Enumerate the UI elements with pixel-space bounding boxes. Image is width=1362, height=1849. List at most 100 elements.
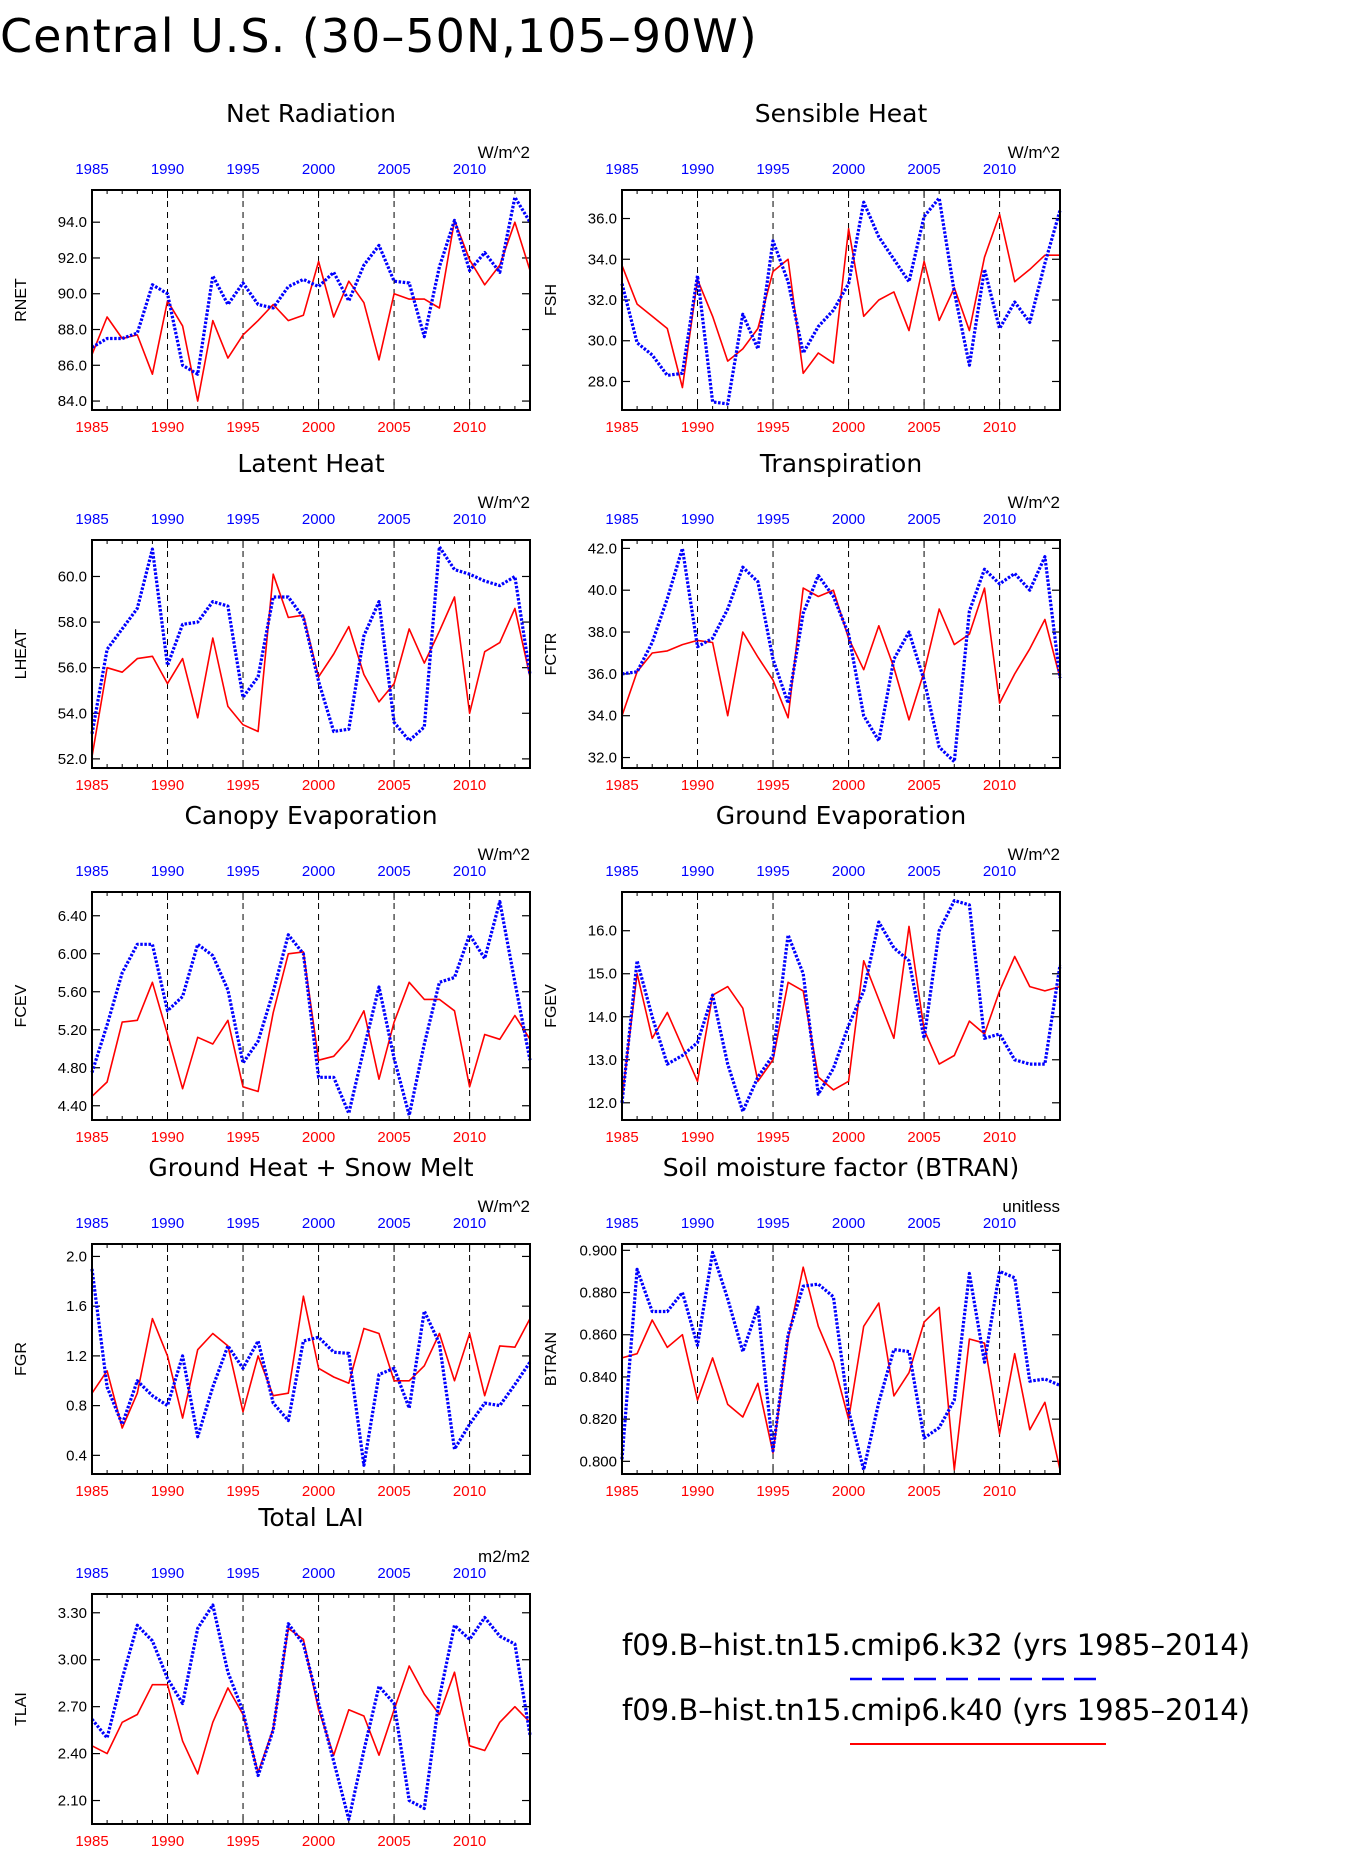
xtick-label-bottom: 2005 — [907, 419, 940, 436]
ytick-label: 92.0 — [58, 250, 87, 267]
ytick-label: 34.0 — [588, 708, 617, 725]
panel-title: Net Radiation — [226, 99, 396, 128]
xtick-label-top: 2005 — [377, 1565, 410, 1582]
xtick-label-bottom: 2010 — [453, 1129, 486, 1146]
xtick-label-top: 2000 — [302, 1565, 335, 1582]
ytick-label: 52.0 — [58, 751, 87, 768]
ytick-label: 0.860 — [579, 1327, 617, 1344]
series-line-f09-b-hist-tn15-cmip6-k32 — [620, 196, 1062, 406]
plot-frame — [621, 1243, 1061, 1475]
xtick-label-bottom: 2005 — [377, 1833, 410, 1849]
panel-fctr: Transpiration W/m^2 32.0 34.0 36.0 38.0 40.0 42… — [543, 449, 1062, 794]
ytick-label: 5.20 — [58, 1022, 87, 1039]
ytick-label: 28.0 — [588, 373, 617, 390]
xtick-label-bottom: 1985 — [75, 777, 108, 794]
ytick-label: 0.820 — [579, 1411, 617, 1428]
ytick-label: 42.0 — [588, 540, 617, 557]
panel-btran: Soil moisture factor (BTRAN) unitless 0.80… — [543, 1153, 1061, 1500]
series-line-f09-b-hist-tn15-cmip6-k40 — [91, 1627, 531, 1775]
plot-frame — [91, 891, 531, 1121]
xtick-label-top: 2005 — [377, 511, 410, 528]
xtick-label-bottom: 2010 — [453, 777, 486, 794]
xtick-label-top: 2000 — [302, 161, 335, 178]
y-axis-label: RNET — [13, 278, 30, 322]
xtick-label-bottom: 1990 — [151, 777, 184, 794]
series-line-f09-b-hist-tn15-cmip6-k40 — [91, 1295, 531, 1429]
ytick-label: 13.0 — [588, 1052, 617, 1069]
series-line-f09-b-hist-tn15-cmip6-k32 — [620, 1250, 1061, 1472]
xtick-label-bottom: 1990 — [151, 1833, 184, 1849]
y-axis-label: BTRAN — [543, 1332, 560, 1386]
xtick-label-bottom: 1995 — [226, 777, 259, 794]
xtick-label-top: 1985 — [605, 511, 638, 528]
xtick-label-top: 1985 — [75, 511, 108, 528]
xtick-label-top: 1995 — [756, 1215, 789, 1232]
xtick-label-bottom: 1990 — [151, 1129, 184, 1146]
xtick-label-top: 2005 — [377, 863, 410, 880]
xtick-label-bottom: 1990 — [681, 419, 714, 436]
xtick-label-bottom: 2005 — [377, 419, 410, 436]
panel-title: Total LAI — [257, 1503, 363, 1532]
xtick-label-bottom: 1995 — [226, 419, 259, 436]
xtick-label-bottom: 2010 — [983, 777, 1016, 794]
xtick-label-top: 2010 — [983, 1215, 1016, 1232]
ytick-label: 3.00 — [58, 1652, 87, 1669]
xtick-label-bottom: 2005 — [907, 777, 940, 794]
panel-rnet: Net Radiation W/m^2 84.0 86.0 88.0 90.0 92.0 94… — [13, 99, 532, 436]
xtick-label-bottom: 1985 — [605, 777, 638, 794]
panels: Net Radiation W/m^2 84.0 86.0 88.0 90.0 92.0 94… — [13, 99, 1062, 1849]
panel-units: W/m^2 — [478, 493, 530, 512]
series-line-f09-b-hist-tn15-cmip6-k40 — [621, 1266, 1061, 1471]
legend: f09.B–hist.tn15.cmip6.k32 (yrs 1985–2014… — [622, 1628, 1250, 1745]
panel-title: Soil moisture factor (BTRAN) — [663, 1153, 1020, 1182]
xtick-label-top: 1985 — [75, 1215, 108, 1232]
xtick-label-top: 2005 — [907, 511, 940, 528]
xtick-label-top: 2000 — [302, 863, 335, 880]
xtick-label-top: 2010 — [453, 1565, 486, 1582]
xtick-label-bottom: 1990 — [681, 1129, 714, 1146]
xtick-label-bottom: 2005 — [377, 1129, 410, 1146]
xtick-label-bottom: 2010 — [453, 1483, 486, 1500]
ytick-label: 12.0 — [588, 1095, 617, 1112]
panel-title: Ground Evaporation — [716, 801, 966, 830]
xtick-label-top: 1995 — [756, 511, 789, 528]
panel-units: W/m^2 — [478, 1197, 530, 1216]
panel-lheat: Latent Heat W/m^2 52.0 54.0 56.0 58.0 60.0 1985… — [13, 449, 532, 794]
xtick-label-top: 2005 — [907, 1215, 940, 1232]
figure-title: Central U.S. (30–50N,105–90W) — [0, 9, 758, 63]
xtick-label-bottom: 2000 — [302, 777, 335, 794]
xtick-label-top: 1990 — [681, 1215, 714, 1232]
panel-fcev: Canopy Evaporation W/m^2 4.40 4.80 5.20 5.60 6… — [13, 801, 532, 1146]
xtick-label-top: 2010 — [983, 511, 1016, 528]
xtick-label-bottom: 1995 — [226, 1129, 259, 1146]
xtick-label-top: 2010 — [453, 863, 486, 880]
xtick-label-top: 1990 — [151, 1565, 184, 1582]
xtick-label-bottom: 2000 — [302, 1833, 335, 1849]
ytick-label: 36.0 — [588, 211, 617, 228]
xtick-label-top: 1990 — [151, 863, 184, 880]
xtick-label-bottom: 1985 — [75, 1833, 108, 1849]
panel-title: Sensible Heat — [755, 99, 928, 128]
xtick-label-bottom: 2000 — [832, 419, 865, 436]
xtick-label-bottom: 1990 — [681, 777, 714, 794]
series-line-f09-b-hist-tn15-cmip6-k32 — [90, 1268, 532, 1467]
xtick-label-top: 1990 — [681, 511, 714, 528]
panel-units: W/m^2 — [478, 143, 530, 162]
xtick-label-top: 2005 — [907, 863, 940, 880]
ytick-label: 2.0 — [66, 1248, 87, 1265]
ytick-label: 0.4 — [66, 1447, 87, 1464]
xtick-label-bottom: 1985 — [605, 1129, 638, 1146]
ytick-label: 0.880 — [579, 1285, 617, 1302]
panel-title: Transpiration — [759, 449, 922, 478]
ytick-label: 0.840 — [579, 1369, 617, 1386]
xtick-label-bottom: 1995 — [226, 1483, 259, 1500]
xtick-label-bottom: 1995 — [756, 777, 789, 794]
xtick-label-top: 2010 — [453, 161, 486, 178]
ytick-label: 15.0 — [588, 966, 617, 983]
panel-fgev: Ground Evaporation W/m^2 12.0 13.0 14.0 15.0 1… — [543, 801, 1062, 1146]
panel-title: Canopy Evaporation — [184, 801, 437, 830]
series-line-f09-b-hist-tn15-cmip6-k32 — [620, 898, 1062, 1114]
plot-frame — [91, 539, 531, 769]
plot-frame — [621, 189, 1061, 411]
panel-fsh: Sensible Heat W/m^2 28.0 30.0 32.0 34.0 36.0 19… — [543, 99, 1062, 436]
